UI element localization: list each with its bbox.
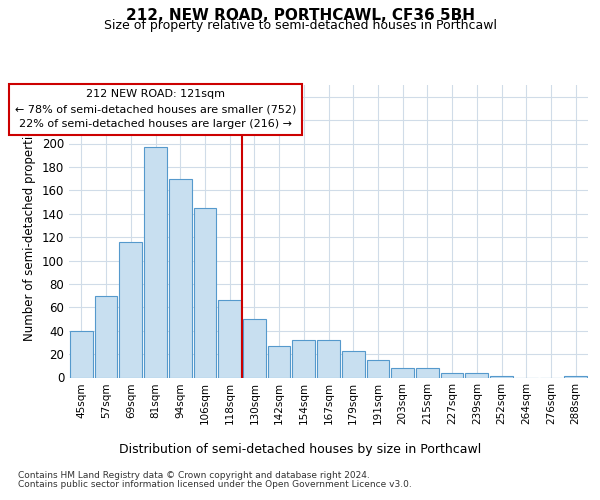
Bar (466, 373, 488, 378)
Bar (169, 178, 191, 378)
Y-axis label: Number of semi-detached properties: Number of semi-detached properties (23, 122, 36, 340)
Bar (144, 147, 167, 378)
Bar (243, 319, 266, 378)
Bar (416, 368, 439, 378)
Text: 212, NEW ROAD, PORTHCAWL, CF36 5BH: 212, NEW ROAD, PORTHCAWL, CF36 5BH (125, 8, 475, 22)
Bar (564, 376, 587, 378)
Bar (317, 340, 340, 378)
Bar (70, 330, 93, 378)
Bar (268, 346, 290, 378)
Bar (292, 340, 315, 378)
Bar (490, 376, 513, 378)
Text: Contains HM Land Registry data © Crown copyright and database right 2024.: Contains HM Land Registry data © Crown c… (18, 471, 370, 480)
Bar (441, 373, 463, 378)
Bar (367, 360, 389, 378)
Text: Size of property relative to semi-detached houses in Porthcawl: Size of property relative to semi-detach… (104, 19, 497, 32)
Bar (95, 296, 118, 378)
Bar (194, 208, 216, 378)
Text: Distribution of semi-detached houses by size in Porthcawl: Distribution of semi-detached houses by … (119, 442, 481, 456)
Text: Contains public sector information licensed under the Open Government Licence v3: Contains public sector information licen… (18, 480, 412, 489)
Bar (218, 300, 241, 378)
Bar (391, 368, 414, 378)
Text: 212 NEW ROAD: 121sqm
← 78% of semi-detached houses are smaller (752)
22% of semi: 212 NEW ROAD: 121sqm ← 78% of semi-detac… (15, 90, 296, 129)
Bar (342, 350, 365, 378)
Bar (119, 242, 142, 378)
